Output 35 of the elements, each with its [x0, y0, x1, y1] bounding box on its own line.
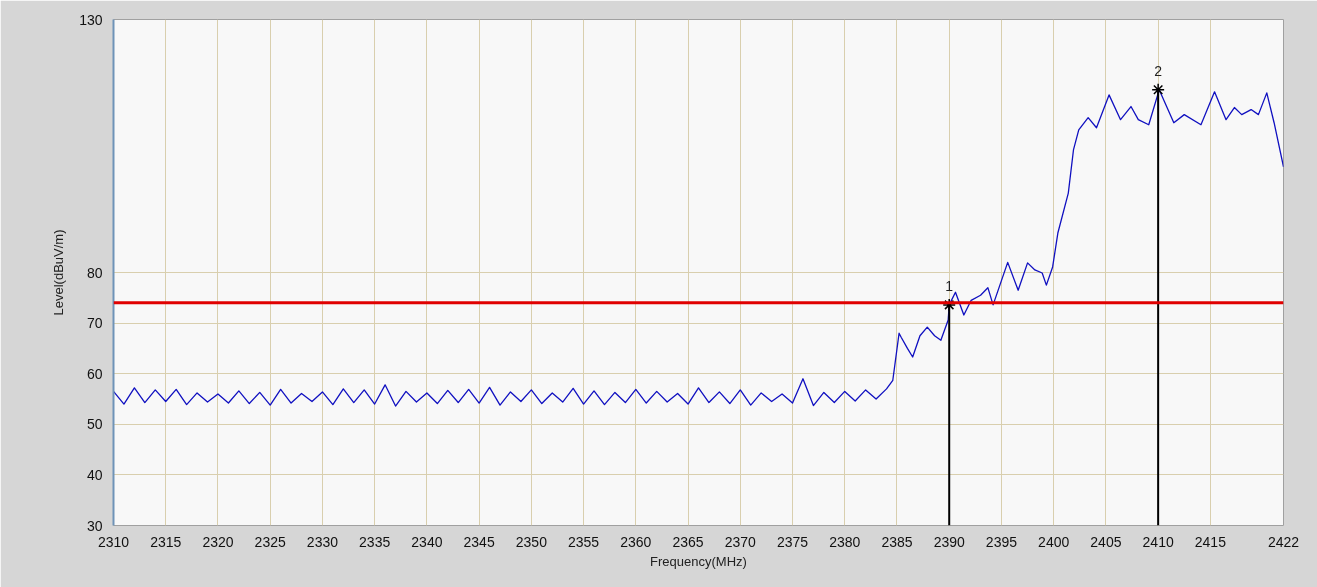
x-tick-label: 2370	[724, 533, 757, 550]
x-tick-label: 2395	[985, 533, 1018, 550]
x-tick-label: 2345	[463, 533, 495, 550]
x-tick-label: 2335	[359, 533, 391, 550]
x-tick-label: 2325	[254, 533, 286, 550]
x-tick-label: 2365	[672, 533, 704, 550]
x-tick-label: 2315	[150, 533, 182, 550]
x-tick-label: 2340	[411, 533, 443, 550]
x-tick-label: 2360	[620, 533, 652, 550]
x-tick-label: 2330	[306, 533, 339, 550]
x-tick-label: 2400	[1038, 533, 1070, 550]
annotation: 2	[1154, 62, 1163, 79]
line-series	[113, 89, 1284, 407]
x-tick-label: 2405	[1090, 533, 1122, 550]
x-tick-label: 2422	[1267, 533, 1300, 550]
y-tick-label: 70	[86, 315, 103, 332]
y-tick-label: 50	[86, 416, 103, 433]
x-tick-label: 2310	[97, 533, 130, 550]
y-axis-title: Level(dBuV/m)	[51, 229, 67, 316]
x-tick-label: 2415	[1194, 533, 1227, 550]
y-tick-label: 40	[86, 466, 103, 483]
x-tick-label: 2320	[202, 533, 234, 550]
x-tick-label: 2390	[933, 533, 965, 550]
x-axis-title: Frequency(MHz)	[650, 553, 747, 569]
x-tick-label: 2385	[881, 533, 913, 550]
x-tick-label: 2355	[568, 533, 600, 550]
x-tick-label: 2410	[1142, 533, 1174, 550]
x-tick-label: 2380	[829, 533, 861, 550]
annotation: 1	[945, 277, 954, 294]
y-tick-label: 60	[86, 365, 103, 382]
y-tick-label: 30	[86, 517, 103, 534]
x-tick-label: 2375	[776, 533, 809, 550]
y-tick-label: 130	[79, 11, 103, 28]
y-tick-label: 80	[86, 264, 103, 281]
x-tick-label: 2350	[515, 533, 548, 550]
